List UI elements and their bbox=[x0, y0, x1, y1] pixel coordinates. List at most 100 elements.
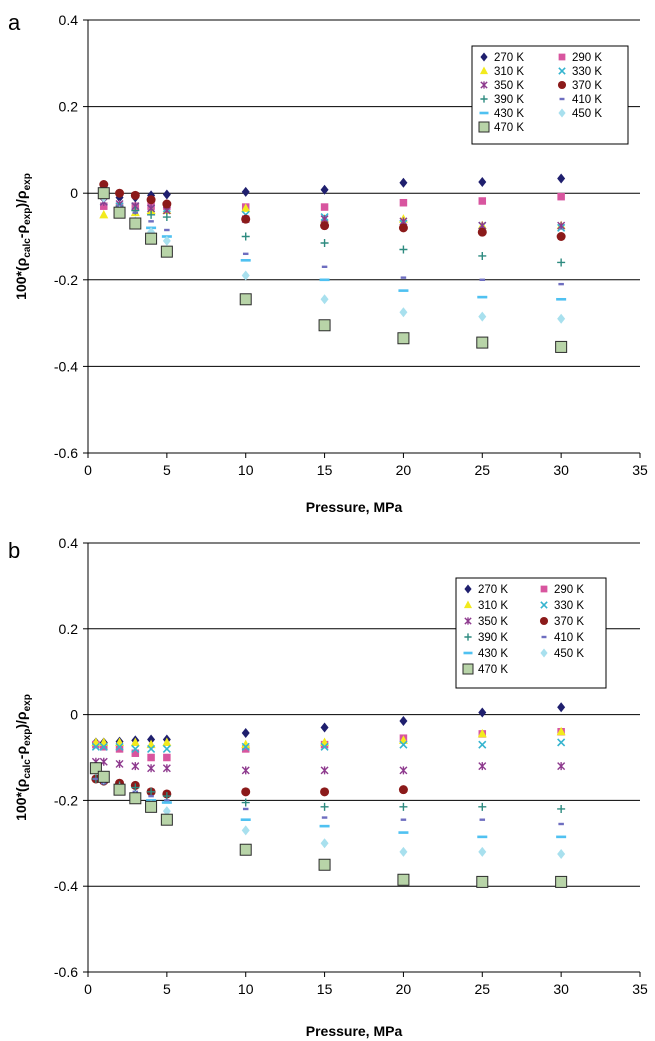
data-point bbox=[400, 818, 407, 821]
data-point bbox=[478, 251, 487, 260]
legend-label: 370 K bbox=[572, 80, 602, 92]
data-series bbox=[91, 738, 566, 753]
legend-marker bbox=[480, 81, 488, 89]
data-point bbox=[240, 259, 251, 262]
data-point bbox=[100, 202, 108, 210]
x-tick-label: 20 bbox=[396, 981, 412, 997]
y-tick-label: -0.4 bbox=[54, 878, 78, 894]
data-point bbox=[242, 252, 249, 256]
data-point bbox=[148, 220, 154, 223]
legend-label: 290 K bbox=[554, 584, 584, 596]
x-tick-label: 35 bbox=[632, 462, 648, 478]
legend-label: 270 K bbox=[494, 52, 524, 64]
data-point bbox=[162, 213, 171, 222]
legend-label: 450 K bbox=[554, 648, 584, 660]
data-point bbox=[478, 846, 487, 857]
data-series bbox=[99, 180, 566, 241]
chart-panel-a: a -0.6 -0.4 -0.2 0 0.2 0.4 0 5 10 15 20 25 30 35 Pressu… bbox=[8, 10, 648, 515]
data-point bbox=[161, 801, 172, 804]
x-tick-label: 5 bbox=[163, 981, 171, 997]
y-tick-label: 0.4 bbox=[59, 12, 79, 28]
legend-label: 390 K bbox=[494, 94, 524, 106]
data-point bbox=[242, 807, 249, 811]
data-point bbox=[320, 238, 329, 247]
data-point bbox=[477, 227, 487, 237]
data-point bbox=[400, 276, 407, 279]
y-tick-label: 0 bbox=[70, 707, 78, 723]
data-point bbox=[241, 232, 250, 241]
data-point bbox=[162, 737, 172, 746]
legend-label: 370 K bbox=[554, 616, 584, 628]
data-point bbox=[398, 785, 408, 795]
data-point bbox=[476, 875, 489, 888]
chart-panel-b: b -0.6 -0.4 -0.2 0 0.2 0.4 0 5 10 15 20 25 30 35 Pressu… bbox=[8, 535, 648, 1039]
legend-label: 470 K bbox=[494, 122, 524, 134]
data-point bbox=[556, 726, 566, 736]
data-point bbox=[477, 728, 487, 738]
data-point bbox=[241, 745, 250, 753]
data-point bbox=[147, 734, 156, 745]
legend-marker bbox=[480, 95, 488, 103]
x-tick-label: 30 bbox=[553, 981, 569, 997]
legend: 270 K 290 K 310 K 330 K 350 K 370 K 390 K 410 K… bbox=[455, 577, 607, 689]
data-point bbox=[397, 332, 410, 345]
data-point bbox=[477, 835, 488, 839]
data-point bbox=[479, 278, 486, 281]
data-point bbox=[319, 278, 330, 282]
data-point bbox=[147, 744, 156, 753]
data-point bbox=[320, 722, 329, 733]
data-point bbox=[240, 818, 251, 822]
data-point bbox=[555, 340, 568, 353]
data-point bbox=[241, 742, 250, 751]
data-point bbox=[162, 235, 171, 246]
data-point bbox=[398, 223, 408, 233]
data-point bbox=[241, 186, 250, 197]
legend-marker bbox=[558, 67, 566, 75]
data-point bbox=[147, 210, 156, 219]
x-tick-label: 35 bbox=[632, 981, 648, 997]
x-tick-label: 5 bbox=[163, 462, 171, 478]
data-point bbox=[160, 245, 173, 258]
legend-label: 290 K bbox=[572, 52, 602, 64]
data-point bbox=[478, 311, 487, 322]
data-point bbox=[241, 203, 251, 212]
y-tick-label: 0.4 bbox=[59, 535, 79, 551]
data-point bbox=[558, 282, 564, 286]
data-point bbox=[131, 762, 140, 771]
x-axis-title: Pressure, MPa bbox=[306, 499, 403, 515]
data-point bbox=[239, 293, 252, 306]
legend-marker bbox=[539, 616, 549, 626]
y-tick-label: -0.6 bbox=[54, 445, 78, 461]
legend-marker bbox=[464, 584, 472, 594]
data-point bbox=[93, 777, 99, 781]
data-point bbox=[320, 838, 329, 849]
y-tick-label: -0.2 bbox=[54, 272, 78, 288]
data-point bbox=[115, 759, 124, 768]
data-point bbox=[398, 831, 409, 834]
legend-marker bbox=[557, 80, 567, 90]
data-point bbox=[557, 258, 566, 267]
data-point bbox=[397, 873, 410, 886]
data-point bbox=[115, 742, 124, 751]
legend-label: 410 K bbox=[554, 632, 584, 644]
panel-letter: a bbox=[8, 10, 21, 35]
data-point bbox=[320, 766, 329, 775]
x-tick-label: 0 bbox=[84, 981, 92, 997]
data-point bbox=[239, 843, 252, 856]
x-tick-label: 0 bbox=[84, 462, 92, 478]
data-point bbox=[478, 176, 487, 187]
data-point bbox=[145, 800, 158, 813]
legend-label: 450 K bbox=[572, 108, 602, 120]
legend-marker bbox=[541, 635, 547, 639]
x-tick-label: 25 bbox=[474, 981, 490, 997]
y-axis-title: 100*(ρcalc-ρexp)/ρexp bbox=[13, 173, 33, 300]
data-series bbox=[91, 702, 566, 748]
data-point bbox=[241, 787, 251, 797]
legend-marker bbox=[464, 633, 472, 641]
data-point bbox=[399, 245, 408, 254]
data-point bbox=[320, 742, 329, 751]
data-point bbox=[318, 858, 331, 871]
data-point bbox=[478, 802, 487, 811]
data-point bbox=[131, 744, 140, 753]
data-point bbox=[145, 232, 158, 245]
